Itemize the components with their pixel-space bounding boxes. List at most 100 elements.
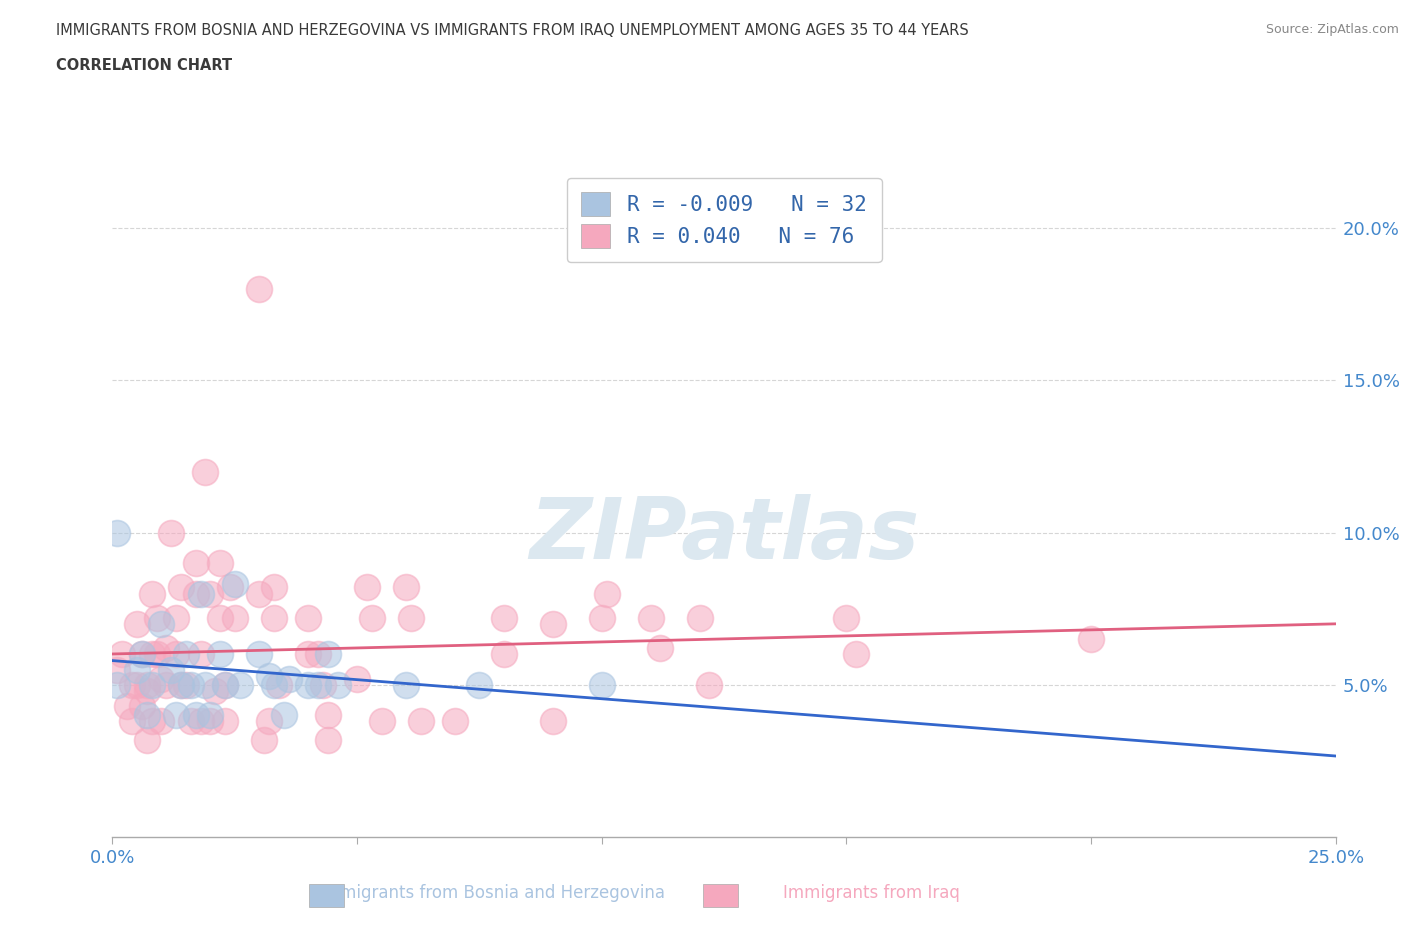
Point	[346, 671, 368, 686]
Point	[131, 698, 153, 713]
Point	[145, 610, 167, 625]
Point	[247, 586, 270, 601]
Point	[135, 677, 157, 692]
Point	[356, 580, 378, 595]
Point	[155, 677, 177, 692]
Text: Immigrants from Iraq: Immigrants from Iraq	[783, 884, 960, 902]
Point	[219, 580, 242, 595]
Point	[444, 714, 467, 729]
Point	[174, 677, 197, 692]
Point	[297, 647, 319, 662]
Point	[115, 698, 138, 713]
Point	[105, 677, 128, 692]
Point	[165, 708, 187, 723]
Point	[650, 641, 672, 656]
Point	[200, 714, 222, 729]
Point	[125, 617, 148, 631]
Text: IMMIGRANTS FROM BOSNIA AND HERZEGOVINA VS IMMIGRANTS FROM IRAQ UNEMPLOYMENT AMON: IMMIGRANTS FROM BOSNIA AND HERZEGOVINA V…	[56, 23, 969, 38]
Point	[121, 714, 143, 729]
Point	[131, 647, 153, 662]
Point	[214, 677, 236, 692]
Point	[468, 677, 491, 692]
Point	[263, 580, 285, 595]
Legend: R = -0.009   N = 32, R = 0.040   N = 76: R = -0.009 N = 32, R = 0.040 N = 76	[567, 178, 882, 262]
Point	[312, 677, 335, 692]
Text: CORRELATION CHART: CORRELATION CHART	[56, 58, 232, 73]
Point	[174, 647, 197, 662]
Point	[395, 580, 418, 595]
Point	[141, 586, 163, 601]
Point	[699, 677, 721, 692]
Point	[204, 684, 226, 698]
Point	[224, 577, 246, 591]
Point	[297, 677, 319, 692]
Point	[180, 714, 202, 729]
Point	[209, 555, 232, 570]
Point	[399, 610, 422, 625]
Point	[595, 586, 617, 601]
Point	[160, 662, 183, 677]
Point	[1080, 631, 1102, 646]
Point	[689, 610, 711, 625]
Text: ZIPatlas: ZIPatlas	[529, 494, 920, 578]
Point	[263, 677, 285, 692]
Point	[165, 610, 187, 625]
Point	[835, 610, 858, 625]
Point	[541, 714, 564, 729]
Point	[200, 708, 222, 723]
Point	[492, 647, 515, 662]
Point	[277, 671, 299, 686]
Point	[135, 684, 157, 698]
Point	[316, 708, 339, 723]
Point	[111, 647, 134, 662]
Point	[591, 677, 613, 692]
Point	[224, 610, 246, 625]
Point	[141, 677, 163, 692]
Point	[184, 586, 207, 601]
Point	[121, 677, 143, 692]
Point	[125, 677, 148, 692]
Text: Immigrants from Bosnia and Herzegovina: Immigrants from Bosnia and Herzegovina	[319, 884, 665, 902]
Point	[141, 647, 163, 662]
Point	[307, 647, 329, 662]
Point	[150, 671, 173, 686]
Point	[591, 610, 613, 625]
Point	[253, 732, 276, 747]
Point	[131, 647, 153, 662]
Point	[273, 708, 295, 723]
Point	[492, 610, 515, 625]
Point	[263, 610, 285, 625]
Point	[150, 714, 173, 729]
Point	[200, 586, 222, 601]
Point	[190, 647, 212, 662]
Point	[190, 714, 212, 729]
Point	[267, 677, 290, 692]
Point	[409, 714, 432, 729]
Point	[141, 714, 163, 729]
Point	[105, 662, 128, 677]
Point	[640, 610, 662, 625]
Point	[247, 647, 270, 662]
Point	[155, 641, 177, 656]
Point	[180, 677, 202, 692]
Point	[165, 647, 187, 662]
Point	[184, 708, 207, 723]
Point	[316, 647, 339, 662]
Point	[360, 610, 382, 625]
Point	[395, 677, 418, 692]
Point	[194, 464, 217, 479]
Point	[170, 580, 193, 595]
Point	[184, 555, 207, 570]
Point	[170, 677, 193, 692]
Point	[370, 714, 392, 729]
Point	[190, 586, 212, 601]
Point	[194, 677, 217, 692]
Text: Source: ZipAtlas.com: Source: ZipAtlas.com	[1265, 23, 1399, 36]
Point	[214, 677, 236, 692]
Point	[257, 669, 280, 684]
Point	[257, 714, 280, 729]
Point	[326, 677, 349, 692]
Point	[209, 647, 232, 662]
Point	[316, 732, 339, 747]
Point	[307, 677, 329, 692]
